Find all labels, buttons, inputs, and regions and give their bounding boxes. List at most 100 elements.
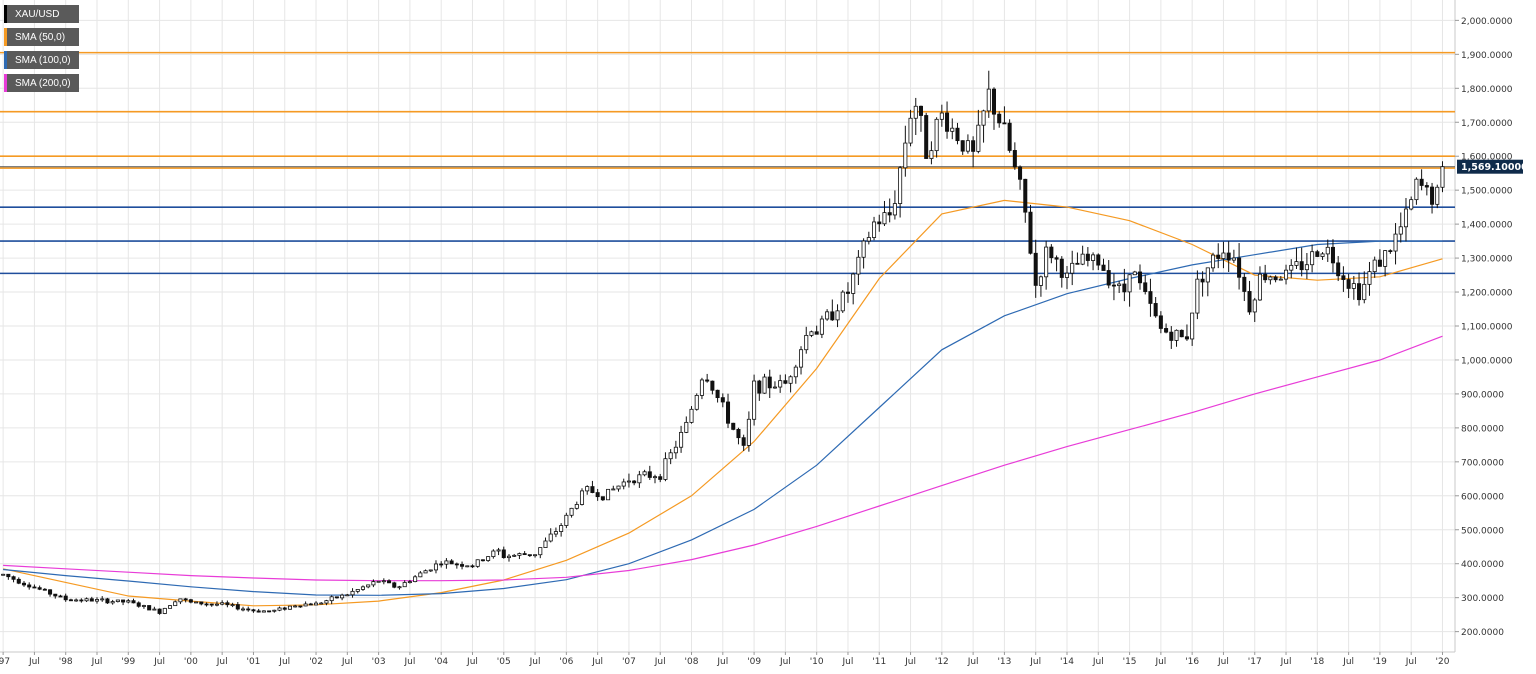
- x-tick-label: Jul: [1342, 657, 1354, 667]
- candle-body: [804, 334, 809, 351]
- candle-body: [371, 581, 376, 586]
- candle-body: [340, 594, 345, 599]
- candle-body: [1012, 150, 1017, 168]
- candle-body: [793, 366, 798, 378]
- x-tick-label: Jul: [1217, 657, 1229, 667]
- candle-body: [564, 514, 569, 526]
- candle-body: [1158, 315, 1163, 329]
- legend-swatch: [4, 74, 7, 92]
- candle-body: [1143, 282, 1148, 292]
- candle-body: [1242, 276, 1247, 292]
- candle-body: [1424, 185, 1429, 188]
- candle-body: [1252, 299, 1257, 313]
- candle-body: [845, 291, 850, 294]
- x-tick-label: Jul: [1029, 657, 1041, 667]
- candle-body: [600, 496, 605, 501]
- candle-body: [1320, 253, 1325, 257]
- x-tick-label: '11: [872, 657, 886, 667]
- candle-body: [267, 610, 272, 613]
- candle-body: [799, 349, 804, 368]
- candle-body: [898, 167, 903, 204]
- x-tick-label: '07: [622, 657, 636, 667]
- candle-body: [235, 604, 240, 610]
- candle-body: [392, 582, 397, 588]
- candle-body: [141, 605, 146, 607]
- candle-body: [924, 115, 929, 159]
- candle-body: [439, 563, 444, 566]
- candle-body: [188, 599, 193, 603]
- x-tick-label: Jul: [716, 657, 728, 667]
- legend-label: XAU/USD: [15, 8, 60, 20]
- candle-body: [757, 380, 762, 394]
- candle-body: [1064, 272, 1070, 278]
- candle-body: [1310, 251, 1315, 266]
- candle-body: [1294, 261, 1299, 266]
- candle-body: [173, 601, 178, 607]
- x-tick-label: '18: [1310, 657, 1324, 667]
- x-tick-label: Jul: [904, 657, 916, 667]
- candle-body: [1351, 283, 1356, 289]
- candle-body: [74, 599, 79, 602]
- candle-body: [621, 481, 626, 487]
- candle-body: [658, 476, 663, 480]
- candle-body: [21, 582, 27, 586]
- y-tick-label: 1,600.0000: [1461, 153, 1513, 163]
- y-tick-label: 200.0000: [1461, 628, 1504, 638]
- candle-body: [53, 593, 58, 597]
- candle-body: [694, 395, 699, 410]
- x-tick-label: '17: [1248, 657, 1262, 667]
- x-tick-label: Jul: [1154, 657, 1166, 667]
- candle-body: [1044, 246, 1049, 278]
- candle-body: [908, 117, 913, 144]
- candle-body: [814, 331, 819, 335]
- candle-body: [997, 113, 1002, 124]
- candle-body: [314, 602, 319, 606]
- gridlines: [0, 0, 1455, 652]
- candle-body: [1190, 312, 1195, 340]
- candle-body: [1341, 275, 1346, 280]
- candle-body: [246, 608, 251, 611]
- legend-item-sma200[interactable]: SMA (200,0): [4, 74, 79, 92]
- legend-item-xauusd[interactable]: XAU/USD: [4, 5, 79, 23]
- candle-body: [960, 140, 965, 152]
- candle-body: [58, 595, 63, 598]
- legend-item-sma50[interactable]: SMA (50,0): [4, 28, 79, 46]
- legend-item-sma100[interactable]: SMA (100,0): [4, 51, 79, 69]
- candle-body: [710, 380, 715, 391]
- candle-body: [308, 603, 313, 606]
- candle-body: [971, 140, 976, 152]
- candle-body: [157, 608, 162, 614]
- candle-body: [454, 563, 459, 566]
- candle-body: [684, 421, 689, 433]
- candle-body: [918, 105, 923, 116]
- candle-body: [882, 212, 887, 225]
- y-tick-label: 1,300.0000: [1461, 255, 1513, 265]
- candle-body: [809, 331, 814, 336]
- candle-body: [1127, 274, 1132, 293]
- candle-body: [381, 580, 386, 583]
- candle-body: [1, 573, 6, 576]
- candle-body: [1393, 233, 1398, 252]
- candle-body: [689, 408, 694, 423]
- candle-body: [611, 488, 616, 491]
- candle-body: [1435, 186, 1440, 205]
- candle-body: [94, 599, 100, 602]
- candle-body: [517, 553, 522, 556]
- candle-body: [892, 203, 897, 216]
- candle-body: [1289, 264, 1294, 271]
- candle-body: [214, 603, 219, 606]
- candle-body: [402, 582, 407, 588]
- y-tick-label: 1,000.0000: [1461, 356, 1513, 366]
- candle-body: [1362, 283, 1367, 301]
- y-tick-label: 1,100.0000: [1461, 323, 1513, 333]
- candle-body: [699, 379, 704, 396]
- x-tick-label: '09: [747, 657, 761, 667]
- candle-body: [16, 578, 21, 584]
- candle-body: [1325, 246, 1330, 255]
- candle-body: [585, 486, 590, 492]
- candle-body: [428, 569, 433, 572]
- candle-body: [1330, 246, 1335, 264]
- candle-body: [1211, 254, 1216, 269]
- candle-body: [79, 599, 84, 602]
